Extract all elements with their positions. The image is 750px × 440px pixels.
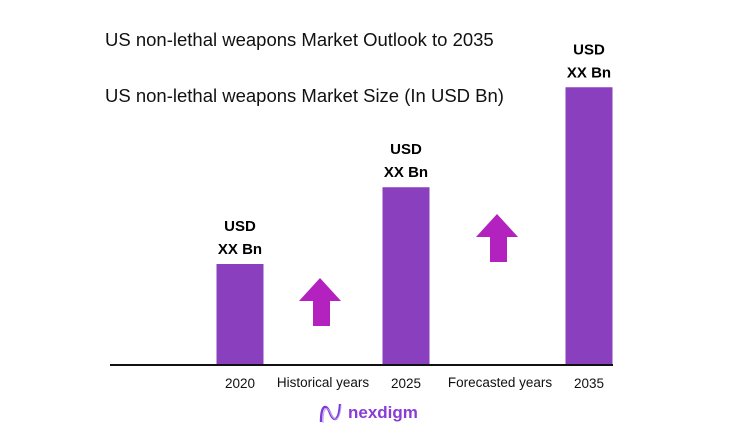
- logo-text: nexdigm: [348, 403, 418, 422]
- period-label-historical: Historical years: [277, 375, 370, 390]
- up-arrow-forecast-icon: [476, 214, 518, 262]
- data-label-usd: USD: [224, 218, 256, 235]
- x-tick-label: 2025: [391, 376, 421, 391]
- bar-2020: [216, 264, 264, 364]
- up-arrow-historical-icon: [299, 278, 341, 326]
- bar-2035: [565, 87, 613, 364]
- chart-subtitle: US non-lethal weapons Market Size (In US…: [105, 85, 504, 106]
- bar-2025: [382, 187, 430, 364]
- x-tick-label: 2020: [225, 376, 255, 391]
- x-tick-label: 2035: [574, 376, 604, 391]
- data-label-usd: USD: [390, 141, 422, 158]
- data-label-value: XX Bn: [384, 164, 428, 181]
- nexdigm-logo: nexdigm: [318, 401, 418, 425]
- period-label-forecasted: Forecasted years: [448, 375, 553, 390]
- data-label-usd: USD: [573, 41, 605, 58]
- data-label-value: XX Bn: [218, 241, 262, 258]
- logo-wave-icon: [319, 403, 342, 424]
- data-label-value: XX Bn: [567, 64, 611, 81]
- chart-title: US non-lethal weapons Market Outlook to …: [105, 29, 494, 50]
